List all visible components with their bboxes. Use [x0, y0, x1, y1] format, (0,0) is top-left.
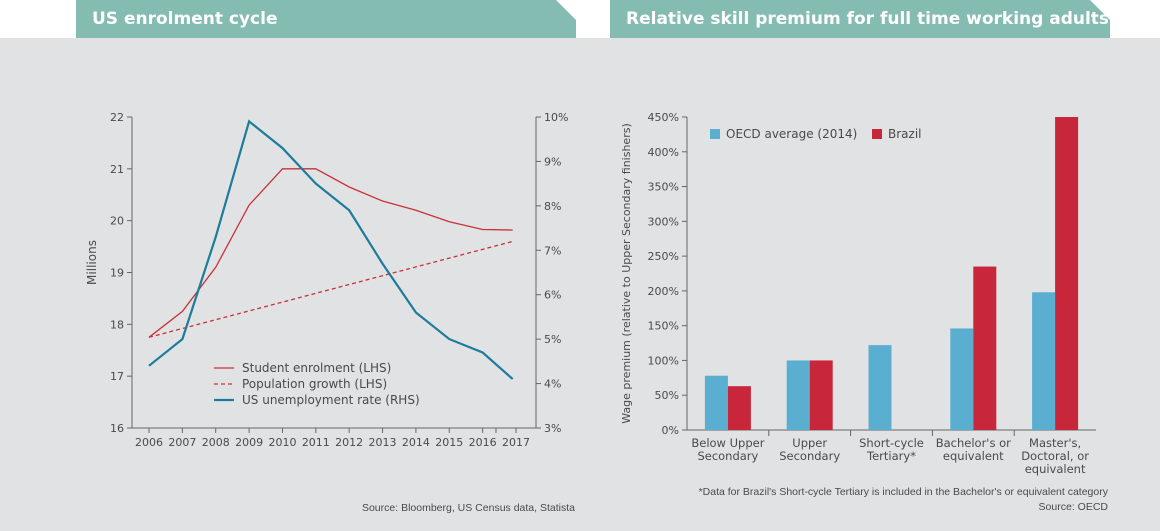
y-tick-label: 250%	[648, 250, 679, 263]
legend-label: Brazil	[888, 127, 922, 141]
y-tick-label: 450%	[648, 111, 679, 124]
right-panel-title: Relative skill premium for full time wor…	[610, 0, 1110, 38]
x-tick-label: 2008	[202, 436, 230, 449]
left-panel-title: US enrolment cycle	[76, 0, 576, 38]
x-tick-label: 2010	[268, 436, 296, 449]
y-tick-label: 20	[110, 215, 124, 228]
y-tick-label: 18	[110, 318, 124, 331]
y2-tick-label: 9%	[544, 155, 561, 168]
y-tick-label: 200%	[648, 285, 679, 298]
category-label: Secondary	[779, 449, 840, 463]
right-source-text: Source: OECD	[1038, 501, 1108, 513]
category-label: Secondary	[697, 449, 758, 463]
y2-tick-label: 3%	[544, 422, 561, 435]
legend-label: Population growth (LHS)	[242, 377, 387, 391]
y2-tick-label: 5%	[544, 333, 561, 346]
y-tick-label: 100%	[648, 354, 679, 367]
bar-oecd	[786, 360, 810, 430]
category-label: Tertiary*	[866, 449, 916, 463]
y-tick-label: 19	[110, 267, 124, 280]
x-tick-label: 2017	[502, 436, 530, 449]
y-axis-label: Millions	[85, 240, 99, 285]
y-tick-label: 17	[110, 370, 124, 383]
legend-swatch	[872, 129, 882, 139]
x-tick-label: 2015	[435, 436, 463, 449]
bar-brazil	[973, 266, 997, 430]
legend-label: OECD average (2014)	[726, 127, 857, 141]
x-tick-label: 2007	[168, 436, 196, 449]
category-label: Doctoral, or	[1021, 449, 1089, 463]
y-tick-label: 16	[110, 422, 124, 435]
x-tick-label: 2016	[469, 436, 497, 449]
left-source-text: Source: Bloomberg, US Census data, Stati…	[361, 502, 575, 514]
bar-oecd	[950, 328, 974, 430]
category-label: Master's,	[1029, 436, 1081, 450]
legend-label: US unemployment rate (RHS)	[242, 393, 420, 407]
x-tick-label: 2012	[335, 436, 363, 449]
category-label: Below Upper	[691, 436, 764, 450]
y-tick-label: 21	[110, 163, 124, 176]
y-tick-label: 50%	[655, 389, 679, 402]
bar-brazil	[1055, 117, 1079, 430]
y-tick-label: 0%	[662, 424, 679, 437]
y2-tick-label: 8%	[544, 200, 561, 213]
y2-tick-label: 6%	[544, 289, 561, 302]
bar-brazil	[809, 360, 833, 430]
x-tick-label: 2006	[135, 436, 163, 449]
category-label: Upper	[792, 436, 827, 450]
y-tick-label: 300%	[648, 215, 679, 228]
series-line-2	[148, 119, 514, 380]
legend-label: Student enrolment (LHS)	[242, 361, 391, 375]
x-tick-label: 2009	[235, 436, 263, 449]
category-label: Short-cycle	[859, 436, 924, 450]
y-tick-label: 400%	[648, 146, 679, 159]
x-tick-label: 2011	[302, 436, 330, 449]
y-tick-label: 150%	[648, 320, 679, 333]
y2-tick-label: 10%	[544, 111, 568, 124]
y2-tick-label: 4%	[544, 378, 561, 391]
bar-oecd	[704, 375, 728, 430]
bar-oecd	[868, 345, 892, 430]
y-axis-label: Wage premium (relative to Upper Secondar…	[620, 123, 633, 424]
y-tick-label: 350%	[648, 181, 679, 194]
y-tick-label: 22	[110, 111, 124, 124]
bar-oecd	[1032, 292, 1056, 430]
x-tick-label: 2014	[402, 436, 430, 449]
category-label: equivalent	[943, 449, 1004, 463]
x-tick-label: 2013	[369, 436, 397, 449]
y2-tick-label: 7%	[544, 244, 561, 257]
category-label: equivalent	[1025, 462, 1086, 476]
bar-brazil	[727, 386, 751, 430]
right-footnote-text: *Data for Brazil's Short-cycle Tertiary …	[698, 486, 1108, 498]
legend-swatch	[710, 129, 720, 139]
category-label: Bachelor's or	[936, 436, 1011, 450]
series-line-0	[148, 168, 513, 338]
